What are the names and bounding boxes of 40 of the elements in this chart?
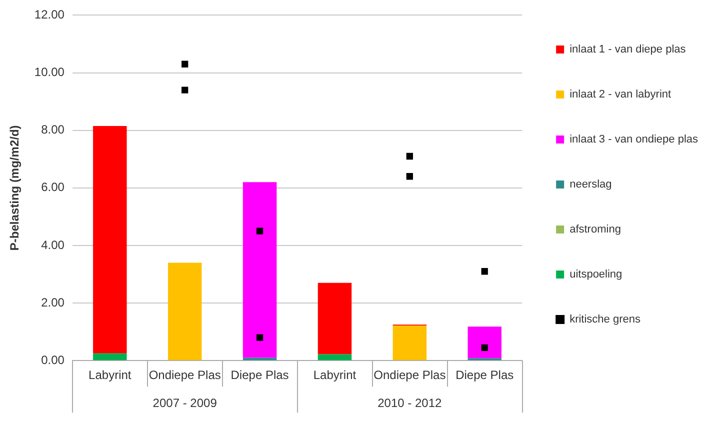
- bar: [242, 358, 277, 360]
- y-tick-label: 0.00: [41, 352, 65, 367]
- bar: [318, 354, 352, 360]
- point: [406, 152, 413, 160]
- x-tick-label: Ondiepe Plas: [148, 368, 221, 382]
- point: [256, 334, 264, 341]
- y-tick-label: 2.00: [41, 295, 65, 310]
- x-tick-label: Labyrint: [88, 368, 132, 382]
- x-tick-label: Ondiepe Plas: [374, 368, 446, 382]
- legend-label: afstroming: [570, 224, 621, 236]
- point: [406, 173, 413, 180]
- bar: [392, 325, 427, 360]
- text: 2007 - 2009: [152, 396, 218, 410]
- x-tick-label: Labyrint: [313, 368, 357, 382]
- legend-label: inlaat 1 - van diepe plas: [570, 44, 686, 56]
- legend-label: inlaat 3 - van ondiepe plas: [570, 134, 698, 146]
- point: [182, 60, 188, 68]
- y-tick-label: 6.00: [41, 180, 65, 194]
- point: [182, 86, 188, 94]
- legend-label: inlaat 2 - van labyrint: [570, 88, 672, 101]
- y-axis-title: P-belasting (mg/m2/d): [8, 125, 22, 251]
- legend-label: neerslag: [570, 178, 612, 191]
- y-tick-label: 10.00: [34, 65, 65, 80]
- bar: [168, 262, 202, 360]
- bar: [93, 126, 127, 354]
- x-tick-label: Diepe Plas: [456, 368, 514, 382]
- bar: [318, 282, 352, 354]
- x-tick-label: Diepe Plas: [230, 368, 289, 382]
- point: [481, 268, 488, 275]
- bar: [242, 182, 277, 358]
- legend-label: kritische grens: [570, 314, 641, 326]
- y-tick-label: 4.00: [41, 238, 65, 252]
- legend-label: uitspoeling: [570, 268, 622, 281]
- point: [481, 344, 488, 351]
- point: [256, 228, 264, 234]
- text: 2010 - 2012: [378, 396, 442, 410]
- y-tick-label: 12.00: [34, 8, 65, 22]
- bar: [468, 326, 502, 358]
- bar: [93, 353, 127, 360]
- y-tick-label: 8.00: [41, 122, 65, 137]
